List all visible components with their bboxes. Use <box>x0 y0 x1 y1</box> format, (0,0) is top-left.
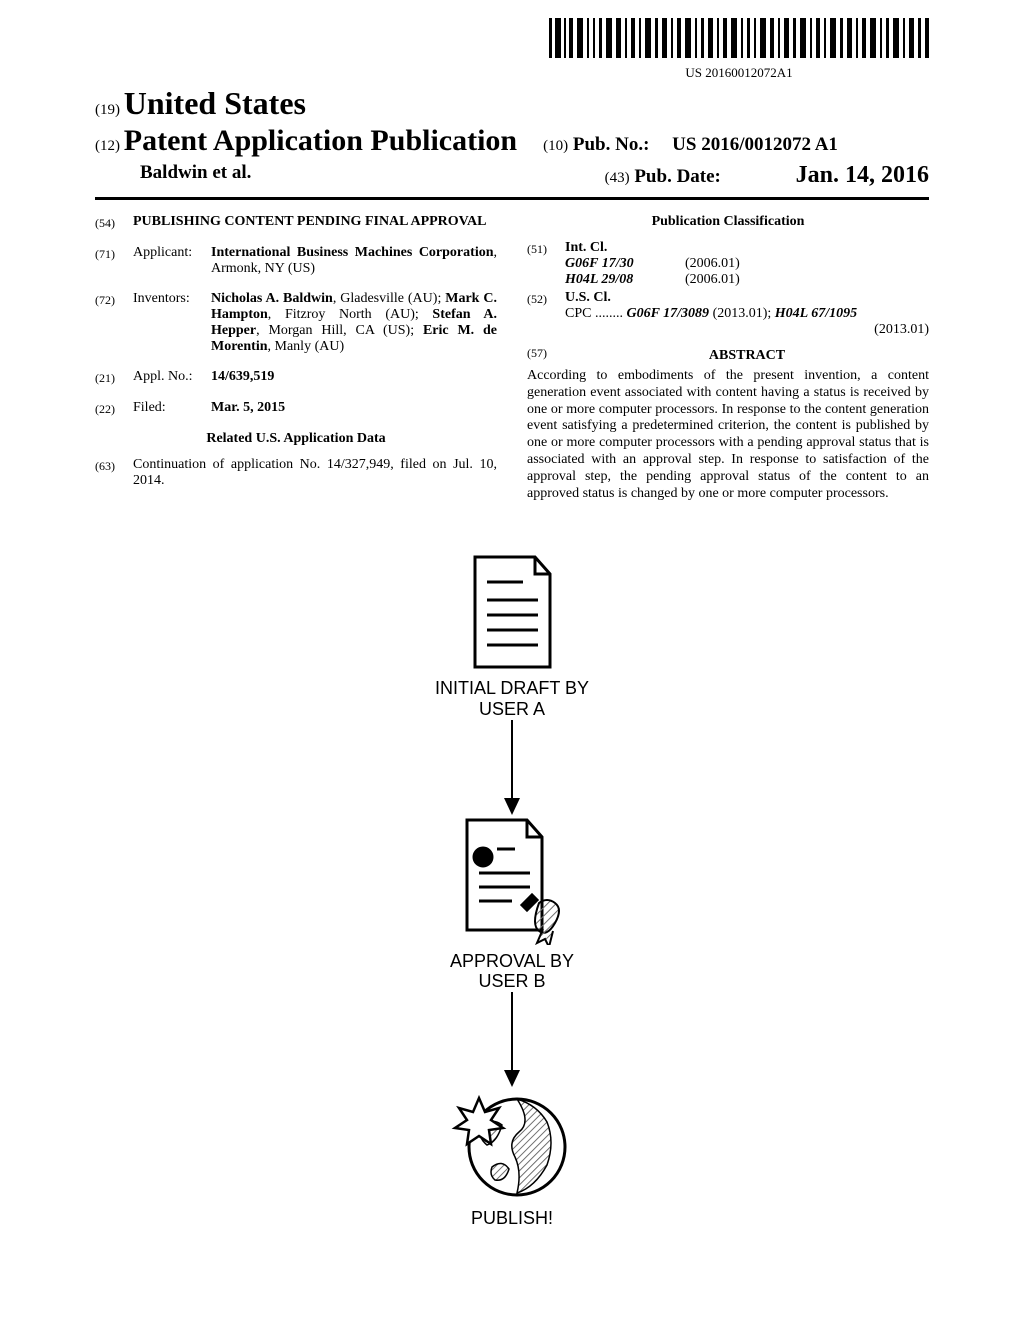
cpc-line: CPC ........ G06F 17/3089 (2013.01); H04… <box>565 306 929 338</box>
applicant-label: Applicant: <box>133 245 211 277</box>
fig-step2-caption: APPROVAL BY USER B <box>95 951 929 992</box>
intcl-0-code: G06F 17/30 <box>565 256 685 272</box>
authors-line: Baldwin et al. <box>140 162 251 189</box>
code-43: (43) <box>605 170 630 186</box>
code-12: (12) <box>95 138 120 154</box>
publication-type: Patent Application Publication <box>124 124 517 157</box>
uscl-label: U.S. Cl. <box>565 290 929 306</box>
code-54: (54) <box>95 214 133 231</box>
inventors-label: Inventors: <box>133 291 211 355</box>
inventor-1: Nicholas A. Baldwin <box>211 291 333 306</box>
applicant-name: International Business Machines Corporat… <box>211 245 494 260</box>
filed-date: Mar. 5, 2015 <box>211 400 497 417</box>
filed-label: Filed: <box>133 400 211 417</box>
barcode-block: US 20160012072A1 <box>549 18 929 81</box>
code-72: (72) <box>95 291 133 355</box>
barcode-icon <box>549 18 929 58</box>
abstract-text: According to embodiments of the present … <box>527 368 929 502</box>
fig-step1-caption: INITIAL DRAFT BY USER A <box>95 678 929 719</box>
country: United States <box>124 85 306 121</box>
code-52: (52) <box>527 290 565 338</box>
intcl-label: Int. Cl. <box>565 240 929 256</box>
bibliographic-data: (54) PUBLISHING CONTENT PENDING FINAL AP… <box>95 214 929 502</box>
intcl-1-code: H04L 29/08 <box>565 272 685 288</box>
applno: 14/639,519 <box>211 369 497 386</box>
pubdate-label: Pub. Date: <box>634 166 721 187</box>
document-approval-icon <box>447 815 577 945</box>
code-21: (21) <box>95 369 133 386</box>
code-10: (10) <box>543 138 568 154</box>
document-icon <box>465 552 560 672</box>
pubdate: Jan. 14, 2016 <box>796 162 929 188</box>
figure: INITIAL DRAFT BY USER A <box>95 552 929 1228</box>
right-column: Publication Classification (51) Int. Cl.… <box>527 214 929 502</box>
code-57: (57) <box>527 344 565 368</box>
related-heading: Related U.S. Application Data <box>95 431 497 447</box>
inventors-list: Nicholas A. Baldwin, Gladesville (AU); M… <box>211 291 497 355</box>
arrow-down-icon <box>502 992 522 1087</box>
code-22: (22) <box>95 400 133 417</box>
patent-front-page: US 20160012072A1 (19) United States (12)… <box>0 0 1024 1320</box>
code-71: (71) <box>95 245 133 277</box>
code-51: (51) <box>527 240 565 288</box>
pubno: US 2016/0012072 A1 <box>672 134 838 155</box>
pubno-label: Pub. No.: <box>573 134 650 155</box>
invention-title: PUBLISHING CONTENT PENDING FINAL APPROVA… <box>133 214 497 231</box>
continuation-text: Continuation of application No. 14/327,9… <box>133 457 497 489</box>
abstract-label: ABSTRACT <box>565 348 929 364</box>
intcl-0-ver: (2006.01) <box>685 256 740 272</box>
cpc-1: G06F 17/3089 <box>626 306 709 321</box>
left-column: (54) PUBLISHING CONTENT PENDING FINAL AP… <box>95 214 497 502</box>
arrow-down-icon <box>502 720 522 815</box>
applno-label: Appl. No.: <box>133 369 211 386</box>
classification-heading: Publication Classification <box>527 214 929 230</box>
intcl-1-ver: (2006.01) <box>685 272 740 288</box>
barcode-label: US 20160012072A1 <box>549 65 929 81</box>
divider <box>95 197 929 200</box>
fig-step3-caption: PUBLISH! <box>95 1208 929 1229</box>
globe-publish-icon <box>447 1087 577 1202</box>
header: (19) United States (12) Patent Applicati… <box>95 85 929 189</box>
cpc-2: H04L 67/1095 <box>775 306 857 321</box>
code-19: (19) <box>95 102 120 118</box>
code-63: (63) <box>95 457 133 489</box>
